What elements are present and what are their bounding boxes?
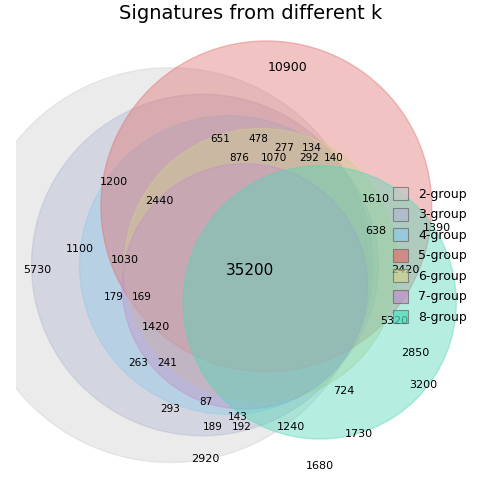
Text: 1070: 1070 <box>261 153 287 163</box>
Text: 179: 179 <box>104 292 123 302</box>
Text: 292: 292 <box>299 153 319 163</box>
Circle shape <box>122 164 368 409</box>
Text: 1100: 1100 <box>66 244 94 254</box>
Text: 1610: 1610 <box>362 194 390 204</box>
Text: 2420: 2420 <box>391 266 419 275</box>
Text: 2850: 2850 <box>402 348 430 357</box>
Circle shape <box>101 41 432 372</box>
Text: 10900: 10900 <box>268 61 307 74</box>
Text: 651: 651 <box>211 134 230 144</box>
Text: 638: 638 <box>366 226 387 236</box>
Text: 1200: 1200 <box>100 177 128 187</box>
Text: 35200: 35200 <box>226 263 275 278</box>
Circle shape <box>0 68 368 463</box>
Circle shape <box>32 94 373 436</box>
Circle shape <box>80 115 379 414</box>
Text: 263: 263 <box>129 358 148 368</box>
Text: 1680: 1680 <box>305 461 334 471</box>
Text: 3200: 3200 <box>409 380 437 390</box>
Text: 134: 134 <box>302 143 322 153</box>
Text: 241: 241 <box>157 358 177 368</box>
Text: 143: 143 <box>228 412 247 421</box>
Text: 192: 192 <box>232 422 251 432</box>
Legend: 2-group, 3-group, 4-group, 5-group, 6-group, 7-group, 8-group: 2-group, 3-group, 4-group, 5-group, 6-gr… <box>388 182 472 329</box>
Text: 876: 876 <box>230 153 249 163</box>
Circle shape <box>183 166 456 439</box>
Text: 140: 140 <box>324 153 343 163</box>
Text: 5730: 5730 <box>23 266 51 275</box>
Text: 1390: 1390 <box>423 223 451 233</box>
Text: 87: 87 <box>199 397 212 407</box>
Text: 2920: 2920 <box>192 454 220 464</box>
Text: 478: 478 <box>249 134 269 144</box>
Text: 5320: 5320 <box>381 316 408 326</box>
Text: 2440: 2440 <box>146 196 174 206</box>
Text: 1730: 1730 <box>345 429 373 438</box>
Text: 189: 189 <box>203 422 223 432</box>
Text: 1420: 1420 <box>142 322 170 332</box>
Text: 1030: 1030 <box>110 255 139 265</box>
Text: 293: 293 <box>160 404 180 414</box>
Circle shape <box>124 129 398 402</box>
Text: 1240: 1240 <box>277 422 305 432</box>
Text: 169: 169 <box>132 292 151 302</box>
Text: 277: 277 <box>275 143 294 153</box>
Title: Signatures from different k: Signatures from different k <box>119 4 382 23</box>
Text: 724: 724 <box>334 386 355 396</box>
